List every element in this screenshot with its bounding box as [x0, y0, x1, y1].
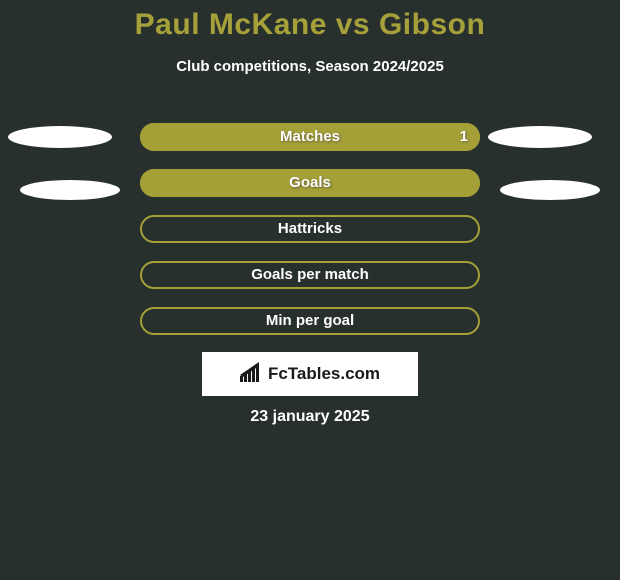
comparison-title: Paul McKane vs Gibson	[0, 0, 620, 42]
bars-ascending-icon	[240, 362, 264, 387]
stat-row: Goals per match	[0, 261, 620, 307]
comparison-chart: Matches1 Goals Hattricks Goals per match Min…	[0, 123, 620, 353]
title-vs: vs	[336, 8, 370, 41]
subtitle: Club competitions, Season 2024/2025	[0, 58, 620, 75]
logo-text: FcTables.com	[268, 364, 380, 384]
date-text: 23 january 2025	[0, 408, 620, 426]
stat-row: Hattricks	[0, 215, 620, 261]
side-ellipse	[488, 126, 592, 148]
logo-box: FcTables.com	[202, 352, 418, 396]
stat-row: Min per goal	[0, 307, 620, 353]
stat-label: Min per goal	[140, 307, 480, 335]
side-ellipse	[8, 126, 112, 148]
side-ellipse	[20, 180, 120, 200]
stat-label: Goals	[140, 169, 480, 197]
side-ellipse	[500, 180, 600, 200]
stat-label: Goals per match	[140, 261, 480, 289]
player1-name: Paul McKane	[135, 8, 327, 41]
stat-label: Hattricks	[140, 215, 480, 243]
stat-label: Matches	[140, 123, 480, 151]
player2-name: Gibson	[379, 8, 485, 41]
stat-value-right: 1	[460, 123, 468, 151]
